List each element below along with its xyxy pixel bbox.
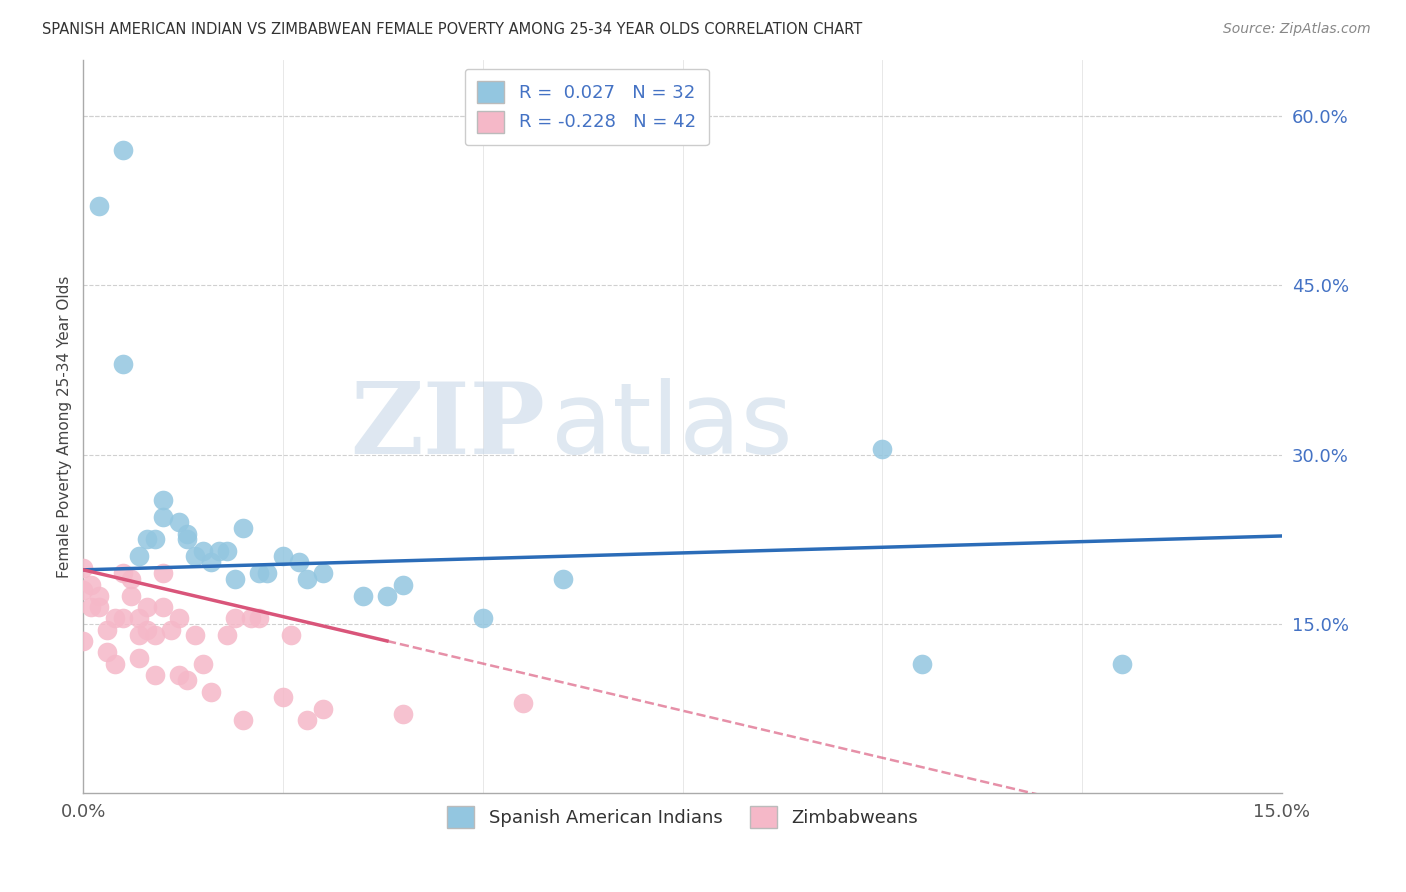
Point <box>872 442 894 456</box>
Point <box>911 657 934 671</box>
Point <box>247 611 270 625</box>
Point <box>271 690 294 705</box>
Point <box>288 555 311 569</box>
Point <box>128 611 150 625</box>
Point <box>143 668 166 682</box>
Point <box>295 572 318 586</box>
Point <box>176 526 198 541</box>
Legend: Spanish American Indians, Zimbabweans: Spanish American Indians, Zimbabweans <box>440 799 925 836</box>
Point <box>184 628 207 642</box>
Point <box>128 549 150 564</box>
Point <box>167 516 190 530</box>
Point <box>208 543 231 558</box>
Point <box>200 685 222 699</box>
Point <box>72 560 94 574</box>
Point <box>232 713 254 727</box>
Point <box>184 549 207 564</box>
Point <box>120 572 142 586</box>
Point <box>167 611 190 625</box>
Point <box>392 577 415 591</box>
Point <box>152 492 174 507</box>
Point <box>143 628 166 642</box>
Point <box>375 589 398 603</box>
Point <box>112 566 135 581</box>
Point <box>1111 657 1133 671</box>
Text: atlas: atlas <box>551 378 793 475</box>
Point <box>512 696 534 710</box>
Point <box>217 543 239 558</box>
Point <box>312 701 335 715</box>
Point <box>112 143 135 157</box>
Point <box>200 555 222 569</box>
Point <box>143 533 166 547</box>
Y-axis label: Female Poverty Among 25-34 Year Olds: Female Poverty Among 25-34 Year Olds <box>58 276 72 578</box>
Point <box>104 611 127 625</box>
Point <box>471 611 494 625</box>
Point <box>89 199 111 213</box>
Point <box>224 611 246 625</box>
Point <box>167 668 190 682</box>
Point <box>176 533 198 547</box>
Point <box>112 358 135 372</box>
Point <box>224 572 246 586</box>
Point <box>176 673 198 688</box>
Point <box>136 600 159 615</box>
Point <box>104 657 127 671</box>
Point <box>136 533 159 547</box>
Point <box>160 623 183 637</box>
Point <box>247 566 270 581</box>
Point <box>392 707 415 722</box>
Text: SPANISH AMERICAN INDIAN VS ZIMBABWEAN FEMALE POVERTY AMONG 25-34 YEAR OLDS CORRE: SPANISH AMERICAN INDIAN VS ZIMBABWEAN FE… <box>42 22 862 37</box>
Point <box>312 566 335 581</box>
Point <box>89 600 111 615</box>
Point <box>80 600 103 615</box>
Point <box>280 628 302 642</box>
Point <box>152 566 174 581</box>
Point <box>120 589 142 603</box>
Point <box>152 600 174 615</box>
Point <box>89 589 111 603</box>
Point <box>295 713 318 727</box>
Point <box>271 549 294 564</box>
Point <box>128 651 150 665</box>
Point <box>128 628 150 642</box>
Text: ZIP: ZIP <box>350 378 544 475</box>
Point <box>136 623 159 637</box>
Point <box>217 628 239 642</box>
Point <box>232 521 254 535</box>
Point <box>72 583 94 598</box>
Point <box>96 623 118 637</box>
Point <box>551 572 574 586</box>
Point <box>80 577 103 591</box>
Point <box>72 634 94 648</box>
Point <box>191 543 214 558</box>
Point <box>191 657 214 671</box>
Point <box>256 566 278 581</box>
Point <box>112 611 135 625</box>
Point <box>96 645 118 659</box>
Point <box>352 589 374 603</box>
Text: Source: ZipAtlas.com: Source: ZipAtlas.com <box>1223 22 1371 37</box>
Point <box>152 509 174 524</box>
Point <box>240 611 263 625</box>
